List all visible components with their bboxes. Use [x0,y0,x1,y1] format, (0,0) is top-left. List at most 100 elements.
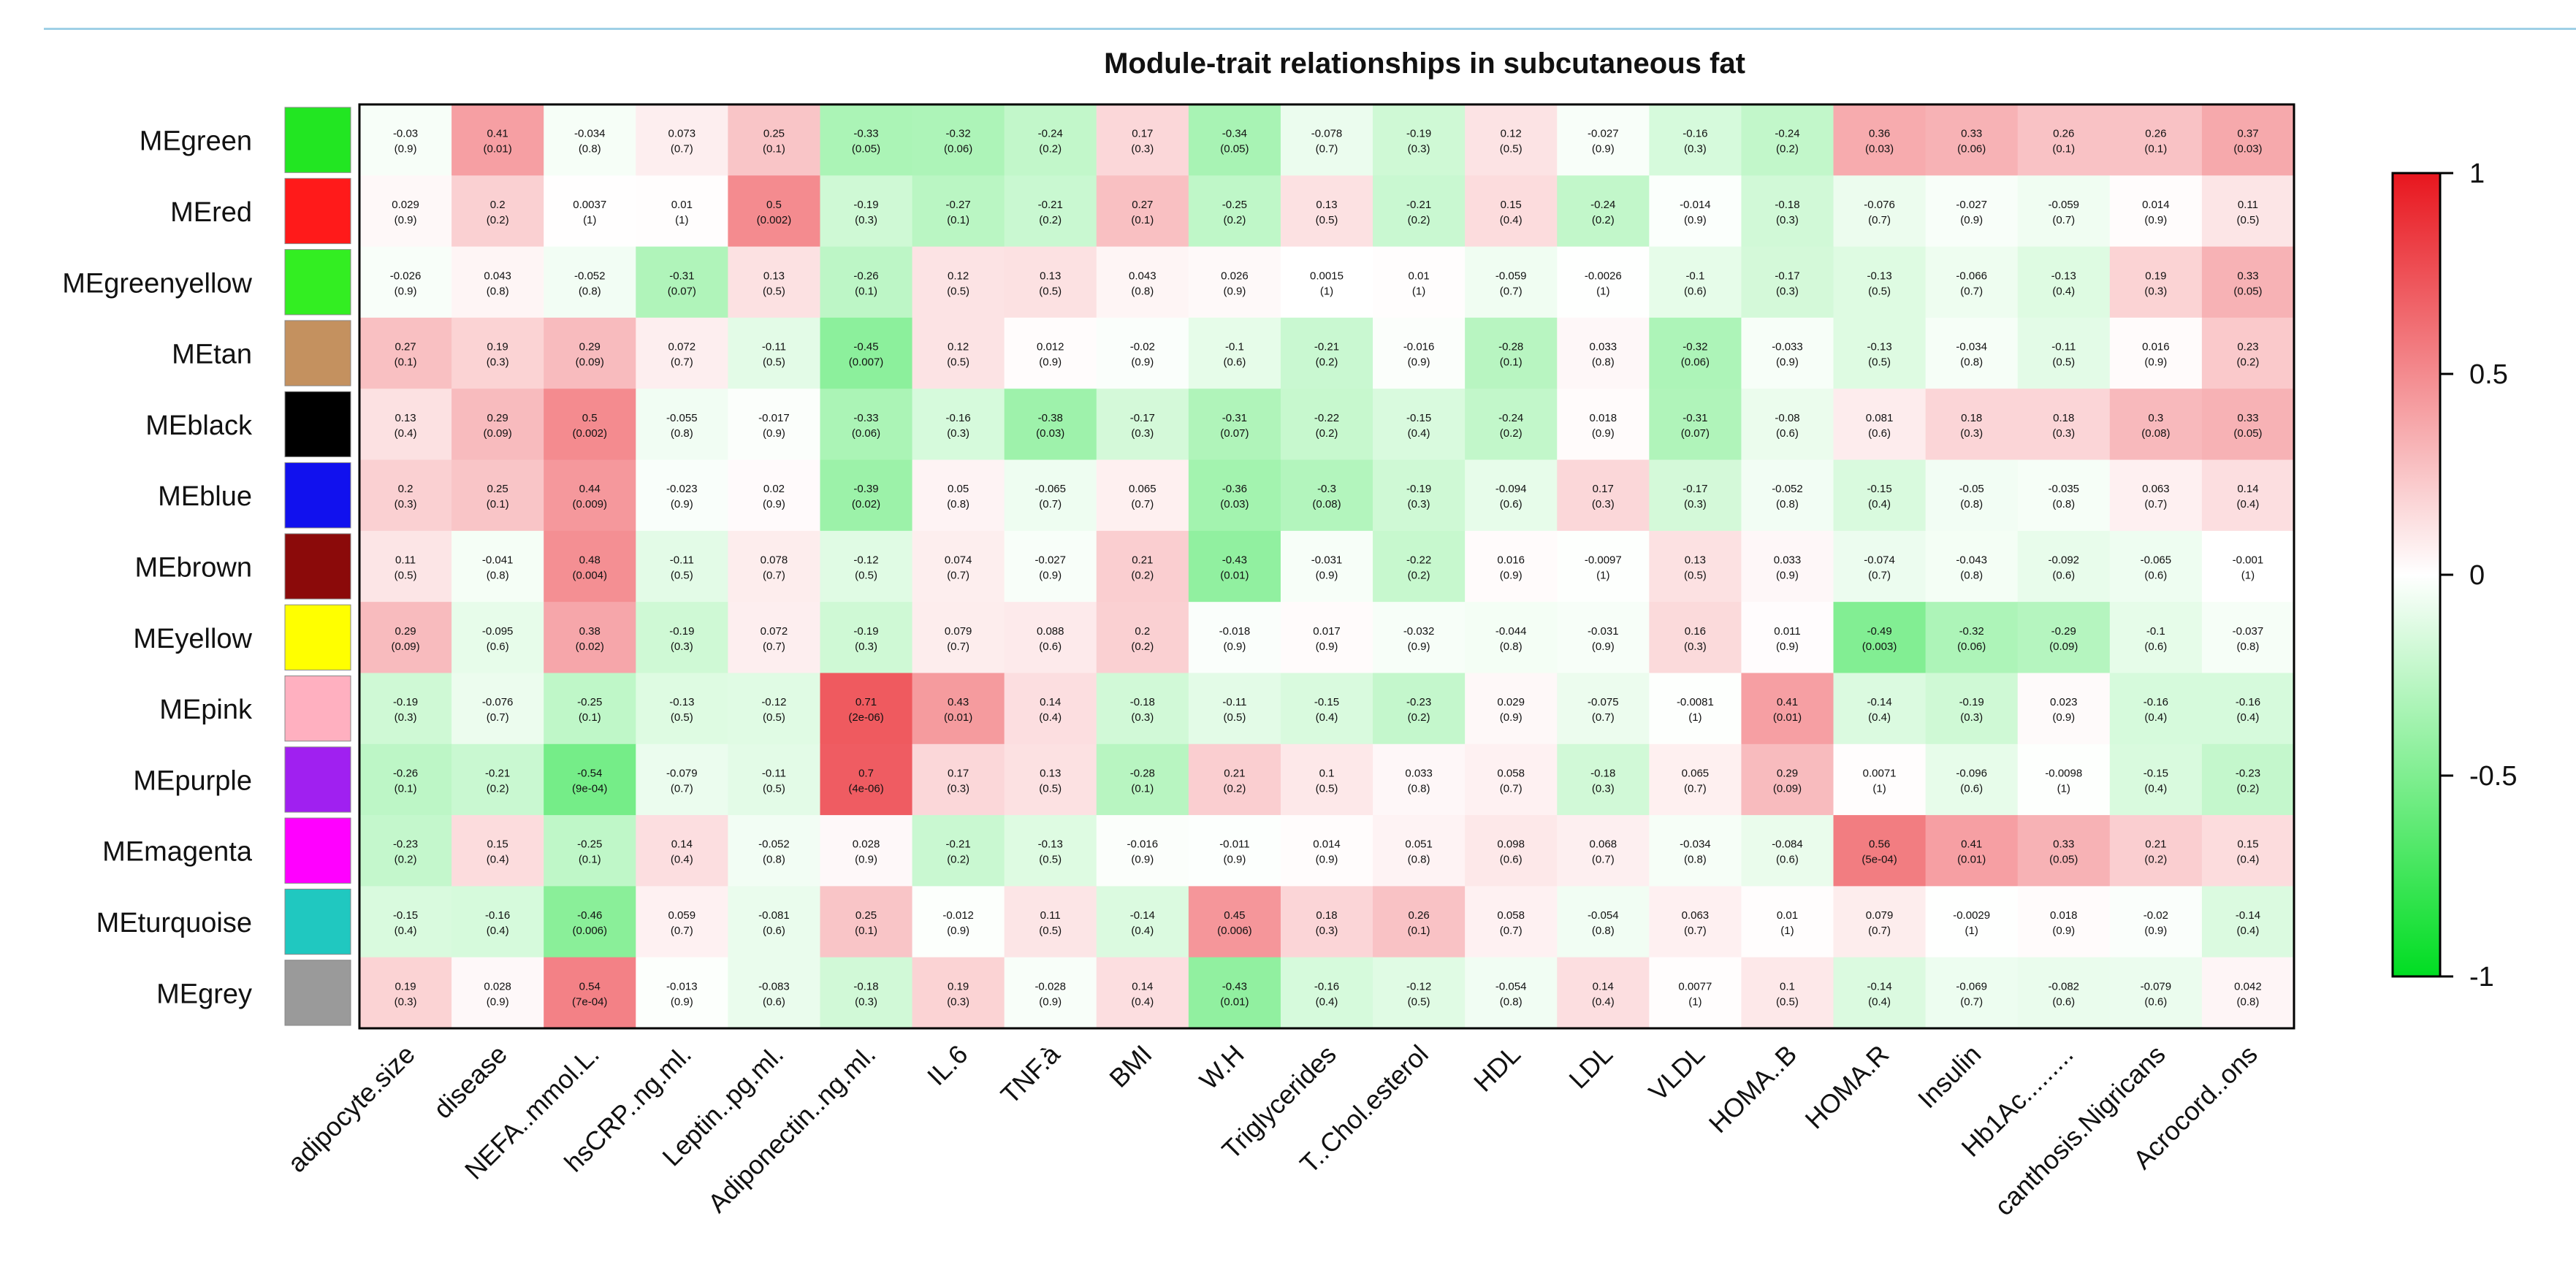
cell-correlation: 0.01 [1777,909,1798,922]
cell-pvalue: (0.4) [487,925,509,937]
cell-correlation: -0.24 [1775,128,1799,140]
heatmap-cell [1557,602,1650,673]
cell-correlation: 0.41 [487,128,508,140]
cell-correlation: 0.0015 [1310,269,1344,282]
cell-correlation: -0.079 [666,767,698,779]
cell-pvalue: (0.6) [2144,995,2167,1008]
heatmap-cell [2017,175,2111,248]
cell-correlation: -0.31 [1222,412,1247,424]
cell-correlation: 0.0037 [573,199,606,211]
cell-pvalue: (9e-04) [572,782,607,795]
cell-pvalue: (0.8) [1960,356,1983,369]
row-label: MEyellow [133,624,252,654]
cell-pvalue: (0.4) [395,925,417,937]
cell-pvalue: (0.3) [395,711,417,724]
heatmap-cell [1280,743,1373,816]
heatmap-cell [451,673,544,745]
heatmap-cell [1280,246,1373,318]
heatmap-cell [2109,530,2203,603]
cell-correlation: -0.31 [669,269,694,282]
cell-pvalue: (0.9) [2052,711,2075,724]
cell-pvalue: (0.9) [1776,570,1799,582]
cell-correlation: -0.08 [1775,412,1799,424]
cell-pvalue: (0.8) [671,427,693,440]
heatmap-cell [544,317,636,389]
cell-pvalue: (1) [2057,782,2070,795]
cell-pvalue: (0.7) [1316,143,1338,156]
cell-pvalue: (0.8) [487,570,509,582]
cell-pvalue: (0.3) [855,995,877,1008]
cell-correlation: 0.0077 [1678,980,1712,993]
cell-correlation: -0.095 [482,625,514,638]
heatmap-cell [1833,957,1927,1029]
cell-correlation: -0.11 [2051,341,2076,353]
cell-correlation: 0.12 [948,269,969,282]
cell-correlation: 0.072 [668,341,696,353]
cell-pvalue: (0.9) [395,214,417,226]
heatmap-cell [1096,246,1189,318]
heatmap-cell [636,317,728,389]
cell-correlation: -0.001 [2233,554,2264,567]
cell-pvalue: (0.1) [1131,782,1154,795]
cell-pvalue: (0.9) [487,995,509,1008]
cell-correlation: -0.21 [1406,199,1431,211]
cell-correlation: -0.25 [577,696,602,708]
cell-pvalue: (0.7) [1684,925,1707,937]
cell-pvalue: (0.009) [572,498,607,510]
heatmap-cell [451,743,544,816]
heatmap-cell [1188,957,1281,1029]
cell-pvalue: (0.9) [671,498,693,510]
cell-correlation: -0.16 [2236,696,2260,708]
heatmap-cell [912,886,1005,958]
cell-correlation: 0.023 [2050,696,2078,708]
cell-pvalue: (1) [1965,925,1978,937]
cell-pvalue: (0.3) [947,427,969,440]
cell-correlation: -0.13 [1867,341,1891,353]
cell-pvalue: (0.5) [1776,995,1799,1008]
heatmap-cell [1280,104,1373,176]
heatmap-cell [1557,886,1650,958]
heatmap-cell [820,459,913,532]
cell-pvalue: (0.03) [1865,143,1894,156]
cell-pvalue: (0.4) [1868,711,1891,724]
cell-pvalue: (1) [1688,711,1702,724]
cell-pvalue: (0.6) [1776,427,1799,440]
heatmap-cell [544,175,636,248]
cell-pvalue: (0.1) [947,214,969,226]
heatmap-cell [359,815,452,887]
heatmap-cell [1280,815,1373,887]
cell-pvalue: (0.6) [1684,285,1707,297]
column-label: TNF.à [995,1039,1067,1110]
heatmap-cell [1280,530,1373,603]
cell-pvalue: (0.06) [944,143,972,156]
heatmap-cell [1925,246,2019,318]
cell-pvalue: (0.9) [1408,640,1430,653]
cell-correlation: -0.15 [393,909,418,922]
cell-pvalue: (0.6) [1500,854,1523,866]
cell-correlation: -0.16 [2144,696,2168,708]
heatmap-cell [1925,743,2019,816]
cell-pvalue: (0.8) [1408,854,1430,866]
cell-pvalue: (0.09) [1773,782,1802,795]
cell-pvalue: (0.3) [1776,285,1799,297]
cell-pvalue: (0.8) [1684,854,1707,866]
cell-correlation: 0.059 [668,909,696,922]
cell-correlation: 0.016 [1497,554,1525,567]
cell-correlation: 0.018 [1590,412,1617,424]
heatmap-cell [1373,815,1466,887]
cell-correlation: -0.24 [1038,128,1063,140]
heatmap-cell [1188,530,1281,603]
cell-correlation: -0.21 [1314,341,1339,353]
cell-correlation: -0.19 [853,625,878,638]
heatmap-cell [1096,957,1189,1029]
cell-pvalue: (0.03) [1036,427,1064,440]
cell-pvalue: (0.2) [1776,143,1799,156]
cell-correlation: -0.15 [2144,767,2168,779]
heatmap-cell [2017,459,2111,532]
heatmap-cell [2109,246,2203,318]
heatmap-cell [1465,530,1558,603]
cell-correlation: -0.066 [1956,269,1987,282]
cell-correlation: -0.052 [1772,483,1803,495]
cell-pvalue: (0.5) [1684,570,1707,582]
cell-correlation: -0.0097 [1585,554,1622,567]
